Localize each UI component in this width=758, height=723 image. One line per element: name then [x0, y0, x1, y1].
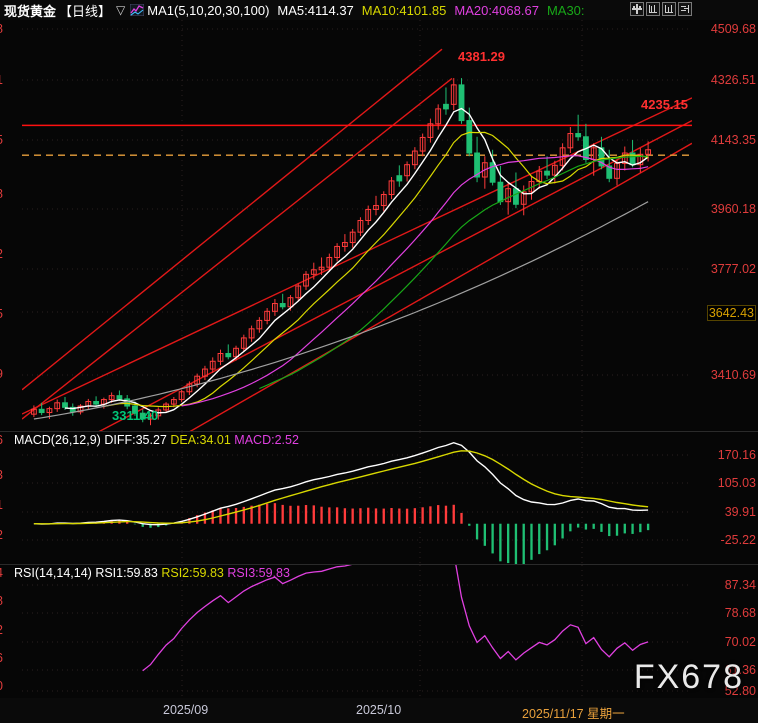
ma20-value: MA20:4068.67: [454, 2, 539, 18]
price-axis-label: 3960.18: [710, 202, 756, 216]
rsi-axis-left-label: 0: [0, 679, 3, 693]
macd-panel[interactable]: MACD(26,12,9) DIFF:35.27 DEA:34.01 MACD:…: [0, 432, 758, 565]
macd-diff-value: DIFF:35.27: [104, 433, 167, 447]
symbol-name: 现货黄金: [4, 3, 57, 19]
price-axis-label-highlight: 3642.43: [706, 305, 756, 321]
price-axis-left-label: 8: [0, 22, 3, 36]
x-axis: 2025/09 2025/10 2025/11/17 星期一: [0, 698, 758, 723]
macd-axis-left-label: 1: [0, 498, 3, 512]
price-axis-left-label: 5: [0, 133, 3, 147]
rsi-axis-left-label: 8: [0, 594, 3, 608]
rsi-axis-left-label: 4: [0, 566, 3, 580]
ma5-value: MA5:4114.37: [277, 2, 354, 18]
price-axis-label: 4509.68: [710, 22, 756, 36]
rsi-caption: RSI(14,14,14) RSI1:59.83 RSI2:59.83 RSI3…: [14, 566, 290, 580]
macd-hist-value: MACD:2.52: [234, 433, 299, 447]
price-axis-left-label: 8: [0, 187, 3, 201]
scale-right-icon[interactable]: [662, 2, 676, 16]
price-axis-left-label: 1: [0, 73, 3, 87]
watermark: FX678: [633, 658, 744, 696]
rsi-axis-left-label: 2: [0, 623, 3, 637]
price-axis-label: 3410.69: [710, 368, 756, 382]
low-price-annotation: 3311.40: [112, 408, 159, 423]
chart-toolbar: [630, 2, 692, 16]
panel-divider: [0, 431, 758, 432]
rsi-panel[interactable]: RSI(14,14,14) RSI1:59.83 RSI2:59.83 RSI3…: [0, 565, 758, 698]
chart-header: 现货黄金 【日线】 ▽ MA1(5,10,20,30,100) MA5:4114…: [0, 0, 758, 20]
ma30-value: MA30:: [546, 2, 585, 18]
minus-circle-icon[interactable]: ▽: [116, 3, 126, 17]
rsi-plot-area[interactable]: [22, 565, 692, 698]
macd-caption: MACD(26,12,9) DIFF:35.27 DEA:34.01 MACD:…: [14, 433, 299, 447]
ma-params-label: MA1(5,10,20,30,100): [147, 2, 270, 18]
rsi-axis-label: 61.36: [724, 663, 756, 677]
price-plot-area[interactable]: [22, 20, 692, 432]
rsi-axis-label: 70.02: [724, 635, 756, 649]
jump-to-end-icon[interactable]: [678, 2, 692, 16]
rsi-axis-label: 52.80: [724, 684, 756, 698]
rsi-axis-left-label: 6: [0, 651, 3, 665]
price-panel[interactable]: 4509.68 4326.51 4143.35 3960.18 3777.02 …: [0, 20, 758, 432]
panel-divider: [0, 564, 758, 565]
price-axis-label: 3777.02: [710, 262, 756, 276]
crosshair-move-icon[interactable]: [630, 2, 644, 16]
price-axis-left-label: 9: [0, 367, 3, 381]
macd-axis-label: 105.03: [717, 476, 756, 490]
rsi-axis-label: 78.68: [724, 606, 756, 620]
rsi1-value: RSI1:59.83: [95, 566, 158, 580]
macd-axis-label: -25.22: [720, 533, 756, 547]
macd-axis-left-label: 6: [0, 433, 3, 447]
price-axis-left-label: 5: [0, 307, 3, 321]
rsi-axis-label: 87.34: [724, 578, 756, 592]
macd-axis-left-label: 2: [0, 528, 3, 542]
macd-title: MACD(26,12,9): [14, 433, 101, 447]
macd-axis-left-label: 3: [0, 468, 3, 482]
rsi2-value: RSI2:59.83: [161, 566, 224, 580]
macd-dea-value: DEA:34.01: [170, 433, 231, 447]
price-axis-label: 4143.35: [710, 133, 756, 147]
rsi-title: RSI(14,14,14): [14, 566, 92, 580]
period-label: 【日线】: [59, 3, 112, 19]
mini-chart-icon: [130, 4, 145, 16]
price-axis-label: 4326.51: [710, 73, 756, 87]
x-axis-label-current: 2025/11/17 星期一: [522, 707, 625, 721]
macd-plot-area[interactable]: [22, 432, 692, 565]
high-price-annotation: 4381.29: [458, 49, 505, 64]
ma10-value: MA10:4101.85: [361, 2, 447, 18]
x-axis-label: 2025/09: [163, 703, 209, 717]
scale-left-icon[interactable]: [646, 2, 660, 16]
x-axis-label: 2025/10: [356, 703, 402, 717]
resistance-price-annotation: 4235.15: [641, 97, 688, 112]
price-axis-left-label: 2: [0, 247, 3, 261]
rsi3-value: RSI3:59.83: [227, 566, 290, 580]
macd-axis-label: 39.91: [724, 505, 756, 519]
macd-axis-label: 170.16: [717, 448, 756, 462]
